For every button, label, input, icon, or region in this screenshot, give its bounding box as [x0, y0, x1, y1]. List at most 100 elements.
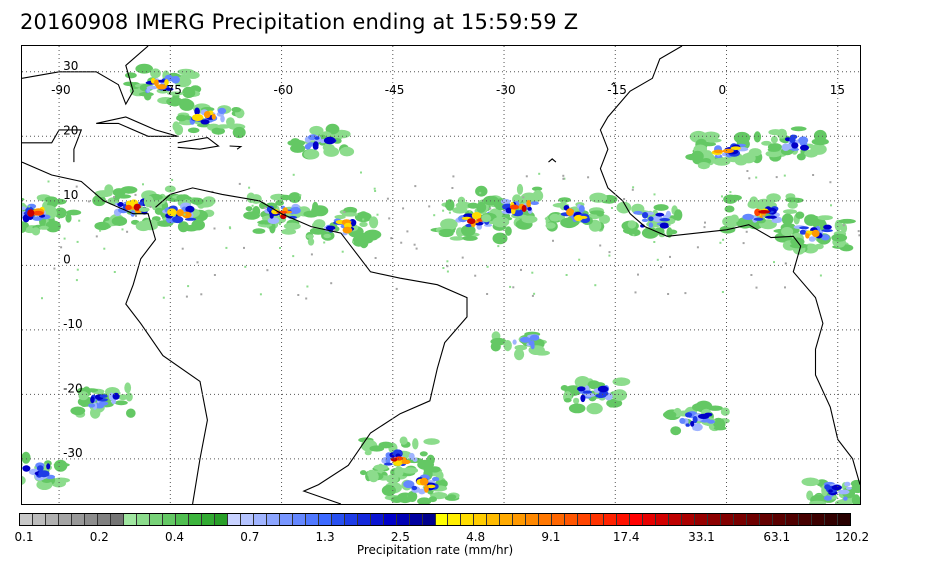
colorbar-segment	[175, 514, 189, 525]
precip-cell	[490, 341, 501, 352]
precip-speck	[696, 246, 699, 249]
precip-cell	[90, 396, 95, 404]
precip-cell	[642, 212, 649, 219]
precip-cell	[126, 408, 136, 418]
colorbar-segment	[838, 514, 850, 525]
precip-speck	[509, 285, 512, 288]
precip-cell	[846, 486, 852, 490]
precip-cell	[452, 206, 468, 214]
colorbar-segment	[448, 514, 462, 525]
precip-speck	[842, 224, 845, 227]
precip-cell	[584, 393, 596, 397]
colorbar-tick-label: 0.2	[89, 530, 109, 544]
lat-tick-label: -20	[63, 381, 83, 395]
precip-speck	[784, 262, 787, 265]
precip-speck	[829, 181, 832, 184]
colorbar-segment	[604, 514, 618, 525]
colorbar-ticks: 0.1 0.2 0.4 0.7 1.3 2.5 4.8 9.1 17.4 33.1 63.1 120.…	[0, 530, 944, 544]
colorbar-segment	[214, 514, 228, 525]
colorbar-segment	[695, 514, 709, 525]
precip-cell	[267, 217, 280, 225]
precip-speck	[362, 218, 365, 221]
precip-cell	[586, 402, 603, 415]
precip-speck	[413, 243, 416, 246]
precip-cell	[144, 92, 152, 101]
precip-speck	[406, 230, 409, 233]
precip-cell	[573, 397, 580, 405]
precip-cell	[92, 194, 106, 207]
precip-cell	[203, 111, 211, 119]
precip-cell	[32, 216, 43, 221]
precip-cell	[674, 209, 683, 221]
colorbar-segment	[58, 514, 72, 525]
precip-speck	[306, 285, 309, 288]
precip-cell	[514, 348, 525, 361]
precip-cell	[580, 394, 586, 403]
precip-cell	[787, 201, 798, 209]
precip-cell	[612, 389, 627, 401]
precip-cell	[354, 211, 372, 223]
precip-speck	[538, 172, 541, 175]
precip-cell	[531, 186, 543, 191]
precip-cell	[765, 150, 782, 158]
precip-cell	[612, 377, 631, 387]
precip-cell	[851, 494, 860, 504]
precip-cell	[823, 224, 832, 230]
precip-cell	[22, 197, 25, 201]
precip-speck	[497, 245, 500, 248]
precip-cell	[516, 183, 524, 195]
precip-speck	[653, 193, 656, 196]
precip-cell	[250, 194, 262, 204]
colorbar-segment	[630, 514, 644, 525]
precip-cell	[736, 217, 754, 229]
precip-cell	[143, 195, 154, 208]
precip-cell	[99, 394, 108, 398]
precip-cell	[176, 114, 187, 122]
colorbar-segment	[136, 514, 150, 525]
colorbar-segment	[500, 514, 514, 525]
precip-speck	[533, 292, 536, 295]
colorbar-segment	[20, 514, 33, 525]
precip-speck	[452, 175, 455, 178]
precip-cell	[406, 481, 412, 486]
precip-speck	[76, 240, 79, 243]
precip-cell	[27, 209, 35, 217]
precip-cell	[775, 216, 783, 223]
colorbar-segment	[370, 514, 384, 525]
precip-speck	[330, 282, 333, 285]
precip-speck	[187, 285, 190, 288]
precip-cell	[220, 115, 225, 123]
precip-cell	[22, 451, 31, 464]
precip-cell	[704, 412, 713, 417]
colorbar-segment	[539, 514, 553, 525]
precip-cell	[283, 222, 301, 230]
precip-cell	[22, 462, 23, 467]
precip-cell	[217, 107, 227, 114]
colorbar-segment	[422, 514, 436, 525]
precip-cell	[589, 210, 605, 215]
precip-cell	[577, 386, 586, 392]
precip-cell	[811, 229, 820, 238]
precip-cell	[781, 143, 794, 150]
precip-cell	[767, 147, 780, 152]
map-title: 20160908 IMERG Precipitation ending at 1…	[20, 10, 579, 34]
coastline	[155, 187, 468, 504]
precip-cell	[747, 200, 759, 209]
precip-cell	[789, 243, 808, 249]
precip-cell	[820, 234, 830, 241]
precip-cell	[785, 197, 799, 203]
precip-speck	[113, 271, 116, 273]
colorbar-segment	[123, 514, 137, 525]
map-canvas: -90 -75 -60 -45 -30 -15 0 15 30 20 10 0 -10 -20 -30	[22, 46, 860, 504]
precip-cell	[165, 87, 174, 91]
precip-cell	[828, 489, 833, 493]
coastline	[22, 161, 208, 504]
precip-cell	[177, 221, 189, 233]
precip-speck	[578, 258, 581, 261]
colorbar-tick-label: 17.4	[612, 530, 640, 544]
precip-cell	[226, 117, 235, 127]
precip-cell	[312, 144, 319, 150]
precip-speck	[762, 215, 765, 218]
precip-cell	[22, 475, 26, 485]
precip-cell	[133, 203, 141, 211]
